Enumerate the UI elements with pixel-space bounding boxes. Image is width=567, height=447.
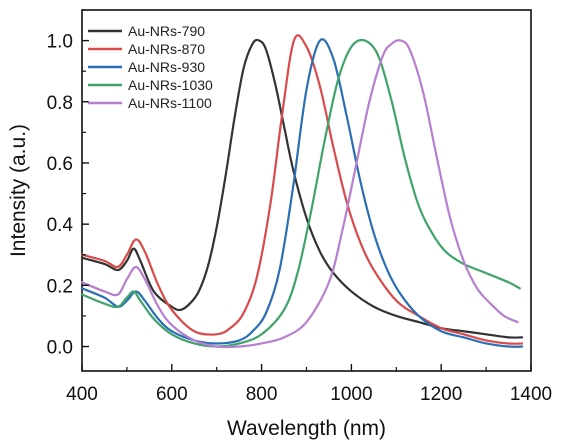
legend: Au-NRs-790 Au-NRs-870 Au-NRs-930 Au-NRs-103… bbox=[88, 23, 213, 111]
legend-label-2: Au-NRs-930 bbox=[128, 59, 205, 75]
series-layer bbox=[80, 34, 524, 349]
x-tick-label-1: 600 bbox=[156, 384, 188, 405]
y-tick-label-0: 0.0 bbox=[47, 338, 73, 359]
series-line-3 bbox=[80, 38, 521, 348]
legend-label-1: Au-NRs-870 bbox=[128, 41, 205, 57]
x-axis-title: Wavelength (nm) bbox=[227, 417, 386, 440]
legend-label-4: Au-NRs-1100 bbox=[128, 95, 212, 111]
x-tick-label-4: 1200 bbox=[420, 384, 462, 405]
ticks-layer: 400 600 800 1000 1200 1400 0.0 0.2 0.4 0.6 0.8 1.0 bbox=[47, 9, 552, 405]
y-axis-title: Intensity (a.u.) bbox=[7, 124, 30, 257]
x-tick-label-2: 800 bbox=[246, 384, 278, 405]
y-tick-label-3: 0.6 bbox=[47, 154, 73, 175]
y-tick-label-2: 0.4 bbox=[47, 215, 74, 236]
series-line-0 bbox=[80, 38, 524, 339]
series-line-2 bbox=[80, 38, 524, 348]
x-tick-label-3: 1000 bbox=[330, 384, 372, 405]
x-tick-label-5: 1400 bbox=[510, 384, 552, 405]
legend-label-0: Au-NRs-790 bbox=[128, 23, 205, 39]
y-tick-label-1: 0.2 bbox=[47, 276, 73, 297]
x-tick-label-0: 400 bbox=[66, 384, 98, 405]
legend-label-3: Au-NRs-1030 bbox=[128, 77, 213, 93]
y-tick-label-5: 1.0 bbox=[47, 32, 73, 53]
series-line-4 bbox=[80, 39, 519, 349]
y-tick-label-4: 0.8 bbox=[47, 93, 73, 114]
